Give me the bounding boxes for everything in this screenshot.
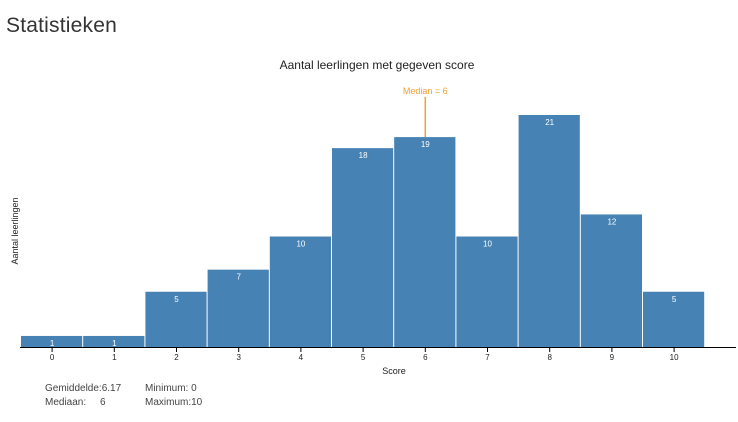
x-tick-label: 7	[485, 353, 490, 362]
x-tick-label: 5	[361, 353, 366, 362]
bar-value-label: 10	[296, 240, 305, 249]
stat-median: Mediaan: 6	[45, 396, 106, 410]
stat-mean: Gemiddelde:6.17	[45, 382, 121, 396]
bar-score-10	[643, 291, 705, 347]
stat-mean-label: Gemiddelde:	[45, 383, 102, 394]
bar-score-5	[332, 148, 394, 347]
bar-score-1	[83, 335, 145, 347]
bar-value-label: 5	[174, 295, 179, 304]
x-tick-label: 3	[236, 353, 241, 362]
bar-value-label: 19	[421, 140, 430, 149]
median-label: Median = 6	[403, 86, 448, 96]
bar-score-7	[456, 236, 518, 347]
stat-min-value: 0	[191, 383, 197, 394]
bar-value-label: 10	[483, 240, 492, 249]
x-tick-label: 4	[299, 353, 304, 362]
stat-mean-value: 6.17	[101, 383, 122, 394]
bar-score-8	[518, 115, 580, 347]
stat-max-value: 10	[191, 397, 203, 408]
stat-min: Minimum: 0	[145, 382, 197, 396]
bar-value-label: 18	[359, 151, 368, 160]
bar-score-0	[21, 335, 83, 347]
x-tick-label: 6	[423, 353, 428, 362]
bar-score-9	[580, 214, 642, 347]
x-tick-label: 1	[112, 353, 117, 362]
bar-score-3	[207, 269, 269, 347]
bars-group: 1 1 5 7 10 18 19 10 21 12 5	[21, 115, 705, 348]
x-tick-label: 0	[50, 353, 55, 362]
x-axis-ticks: 0 1 2 3 4 5 6 7 8 9 10	[50, 347, 679, 362]
stat-max: Maximum:10	[145, 396, 202, 410]
bar-value-label: 12	[607, 217, 616, 226]
stat-min-label: Minimum:	[145, 383, 189, 394]
x-tick-label: 8	[547, 353, 552, 362]
histogram-chart: Aantal leerlingen met gegeven score 1 1 5 7…	[10, 58, 736, 376]
bar-value-label: 7	[236, 273, 241, 282]
bar-value-label: 1	[50, 339, 55, 348]
stat-median-label: Mediaan:	[45, 397, 87, 408]
x-tick-label: 2	[174, 353, 179, 362]
bar-value-label: 21	[545, 118, 554, 127]
x-axis-label: Score	[382, 366, 406, 376]
y-axis-label: Aantal leerlingen	[10, 197, 20, 264]
page-title: Statistieken	[6, 14, 117, 37]
x-tick-label: 10	[670, 353, 679, 362]
x-tick-label: 9	[610, 353, 615, 362]
stat-median-value: 6	[100, 397, 106, 408]
bar-value-label: 5	[672, 295, 677, 304]
bar-score-6	[394, 137, 456, 347]
bar-value-label: 1	[112, 339, 117, 348]
chart-title: Aantal leerlingen met gegeven score	[280, 58, 475, 72]
median-marker: Median = 6	[403, 86, 448, 138]
bar-score-4	[269, 236, 331, 347]
bar-score-2	[145, 291, 207, 347]
stat-max-label: Maximum:	[145, 397, 192, 408]
